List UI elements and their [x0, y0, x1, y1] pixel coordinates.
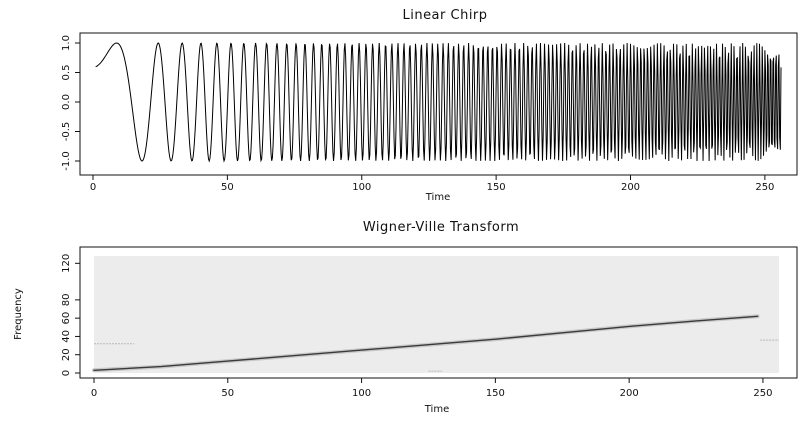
chirp-x-tick-label: 100: [352, 182, 371, 193]
wigner-x-axis-label: Time: [424, 404, 449, 415]
chirp-x-axis-label: Time: [425, 192, 450, 203]
wigner-y-tick-label: 0: [61, 370, 72, 376]
wigner-y-tick-label: 20: [61, 348, 72, 361]
wigner-y-axis-label: Frequency: [13, 288, 24, 340]
wigner-x-tick-label: 50: [221, 388, 234, 399]
chirp-x-tick-label: 150: [487, 182, 506, 193]
wigner-ridge-line: [93, 315, 759, 371]
wigner-y-tick-label: 60: [61, 312, 72, 325]
wigner-heatmap-marks: [92, 314, 779, 373]
chirp-chart: Linear Chirp 0 50 100 150 200 250 -1.0 -0.5 0.0…: [61, 8, 798, 203]
wigner-y-tick-label: 40: [61, 330, 72, 343]
wigner-plot-frame: [79, 246, 798, 379]
chirp-x-tick-label: 50: [221, 182, 234, 193]
wigner-y-tick-label: 120: [61, 254, 72, 273]
chirp-y-tick-label: 1.0: [61, 35, 72, 51]
chirp-plot-frame: [79, 32, 798, 176]
chirp-y-tick-label: -1.0: [61, 151, 72, 171]
wigner-y-axis: 0 20 40 60 80 120: [61, 254, 80, 376]
chirp-series-line: [95, 42, 782, 163]
chirp-title: Linear Chirp: [402, 8, 487, 23]
chirp-x-axis: 0 50 100 150 200 250: [90, 175, 774, 193]
chirp-y-tick-label: 0.5: [61, 65, 72, 81]
wigner-x-tick-label: 200: [620, 388, 639, 399]
chirp-x-tick-label: 0: [90, 182, 96, 193]
wigner-x-tick-label: 250: [753, 388, 772, 399]
wigner-x-tick-label: 150: [486, 388, 505, 399]
wigner-title: Wigner-Ville Transform: [363, 220, 519, 235]
wigner-heatmap-background: [94, 256, 779, 373]
chirp-x-tick-label: 200: [621, 182, 640, 193]
wigner-y-tick-label: 80: [61, 294, 72, 307]
chirp-y-tick-label: -0.5: [61, 122, 72, 142]
wigner-x-tick-label: 0: [91, 388, 97, 399]
chirp-y-axis: -1.0 -0.5 0.0 0.5 1.0: [61, 35, 80, 171]
chirp-y-tick-label: 0.0: [61, 94, 72, 110]
wigner-x-axis: 0 50 100 150 200 250: [91, 378, 772, 399]
chirp-x-tick-label: 250: [755, 182, 774, 193]
wigner-x-tick-label: 100: [352, 388, 371, 399]
wigner-chart: Wigner-Ville Transform 0 50 100 150 200 250 0…: [13, 220, 798, 415]
